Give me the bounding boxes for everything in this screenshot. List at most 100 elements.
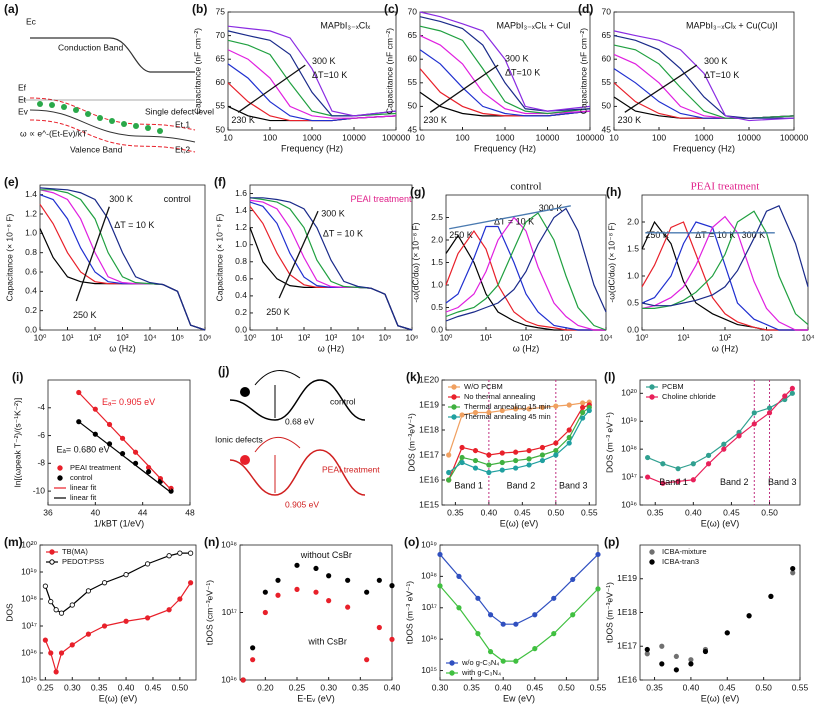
y-axis-label: ln[(ωpeak T⁻²)/(s⁻¹K⁻²)] — [12, 398, 22, 487]
plot-frame — [39, 544, 197, 681]
x-axis-label: ω (Hz) — [109, 343, 136, 353]
data-point — [513, 658, 519, 664]
x-tick-label: 10⁴ — [143, 332, 156, 342]
x-tick-label: 0.40 — [685, 507, 702, 517]
legend-swatch — [649, 549, 655, 555]
x-tick-label: 0.45 — [514, 507, 531, 517]
series-line — [39, 189, 206, 331]
data-point — [690, 477, 696, 483]
data-point — [240, 677, 246, 683]
data-point — [326, 573, 332, 579]
y-tick-label: 10¹⁸ — [221, 539, 237, 549]
y-axis-label: tDOS (m⁻³ eV⁻¹) — [404, 581, 414, 644]
trend-arrow — [429, 64, 499, 113]
data-point — [144, 561, 151, 567]
plot-frame — [439, 544, 599, 681]
data-point — [675, 478, 681, 485]
series-line — [78, 421, 172, 493]
data-point — [437, 551, 443, 558]
trend-arrow — [449, 205, 571, 230]
annotation: 230 K — [231, 115, 255, 125]
legend-label: PEAI treatment — [70, 463, 122, 472]
ion — [240, 387, 250, 397]
data-point — [766, 405, 773, 411]
x-tick-label: 0.35 — [463, 682, 480, 692]
data-point — [705, 452, 712, 458]
plot-frame — [639, 379, 801, 506]
y-tick-label: 10¹⁸ — [421, 571, 437, 581]
data-point — [313, 589, 319, 595]
trend-arrow — [237, 64, 306, 113]
control-label: control — [330, 396, 356, 406]
x-tick-label: 0.50 — [548, 507, 565, 517]
annotation: 300 K — [505, 54, 529, 64]
data-point — [790, 565, 796, 572]
data-point — [437, 583, 443, 589]
plot-frame — [39, 184, 206, 331]
legend-swatch — [57, 465, 63, 471]
y-tick-label: 0.0 — [235, 324, 247, 334]
valence-edge — [29, 109, 196, 143]
data-point — [499, 459, 505, 466]
y-tick-label: 1E18 — [617, 607, 637, 617]
x-tick-label: 10¹ — [61, 332, 73, 342]
data-point — [472, 457, 479, 464]
data-point — [659, 643, 665, 649]
annotation: 250 K — [449, 230, 473, 240]
series-line — [647, 387, 793, 484]
data-point — [446, 469, 452, 476]
trend-arrow — [624, 64, 698, 113]
et2-label: Et,2 — [175, 144, 190, 154]
y-axis-label: -ω(dC/dω) (× 10⁻⁸ F) — [606, 222, 616, 302]
y-axis-label: tDOS (m⁻³eV⁻¹) — [604, 582, 614, 643]
legend-label: w/o g-C₃N₄ — [461, 658, 499, 667]
x-axis-label: Frequency (Hz) — [281, 143, 343, 153]
data-point — [566, 434, 572, 441]
data-point — [475, 595, 481, 601]
x-tick-label: 0.40 — [481, 507, 498, 517]
trend-arrow — [278, 210, 319, 299]
legend-label: No thermal annealing — [464, 392, 535, 401]
y-tick-label: 1E18 — [419, 424, 439, 434]
data-point — [262, 609, 268, 616]
ev-label: Ev — [18, 106, 29, 116]
x-tick-label: 36 — [43, 507, 53, 517]
y-tick-label: 50 — [602, 101, 612, 111]
annotation: Band 2 — [507, 481, 536, 491]
annotation: ΔT=10 K — [704, 70, 739, 80]
x-tick-label: 10² — [89, 332, 101, 342]
x-tick-label: 10 — [415, 132, 425, 142]
x-axis-label: ω (Hz) — [712, 343, 739, 353]
y-tick-label: 10¹⁷ — [22, 620, 37, 630]
data-point — [766, 410, 773, 416]
annotation: ΔT = 10 K — [323, 229, 363, 239]
series-line — [642, 210, 809, 326]
data-point — [751, 421, 757, 427]
data-point — [690, 461, 696, 467]
panel-label: (o) — [404, 535, 419, 549]
data-point — [736, 433, 742, 439]
data-point — [768, 593, 774, 599]
data-point — [539, 457, 546, 464]
x-tick-label: 10⁴ — [801, 332, 814, 342]
x-tick-label: 10⁰ — [244, 332, 257, 342]
y-tick-label: 50 — [216, 124, 226, 134]
annotation: 300 K — [321, 208, 345, 218]
energy-curve — [229, 449, 366, 496]
panel-label: (m) — [4, 535, 23, 549]
y-tick-label: 1.4 — [25, 189, 37, 199]
x-tick-label: 10⁶ — [199, 332, 212, 342]
trend-arrow — [75, 206, 110, 302]
data-point — [101, 623, 108, 629]
x-tick-label: 0.30 — [320, 682, 337, 692]
x-tick-label: 10 — [223, 132, 233, 142]
x-tick-label: 1000 — [303, 132, 322, 142]
y-tick-label: 1.0 — [25, 228, 37, 238]
data-point — [53, 669, 59, 675]
x-tick-label: 48 — [185, 507, 195, 517]
data-point — [69, 642, 75, 648]
data-point — [553, 447, 559, 454]
panel-a: (a) Ec Conduction Band Ef Et Ev Single d… — [4, 2, 214, 154]
defect-dots — [37, 101, 163, 134]
data-point — [459, 412, 465, 418]
